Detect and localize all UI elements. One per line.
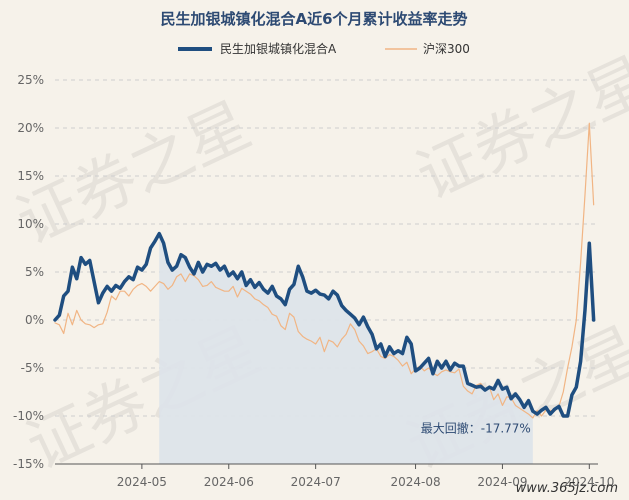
y-tick-label: -15% [13, 457, 44, 471]
legend: 民生加银城镇化混合A 沪深300 [178, 41, 470, 56]
x-tick-label: 2024-05 [117, 475, 167, 489]
y-tick-label: 20% [17, 121, 44, 135]
legend-label-index: 沪深300 [423, 42, 470, 56]
y-tick-label: -5% [21, 361, 44, 375]
x-tick-label: 2024-06 [204, 475, 254, 489]
y-tick-label: 5% [25, 265, 44, 279]
series-line-index [54, 122, 595, 419]
y-tick-label: 0% [25, 313, 44, 327]
chart-title: 民生加银城镇化混合A近6个月累计收益率走势 [160, 10, 467, 28]
x-tick-label: 2024-09 [477, 475, 527, 489]
max-drawdown-label: 最大回撤：-17.77% [421, 420, 531, 435]
site-label: www.365jz.com [516, 481, 618, 496]
max-drawdown-area [159, 233, 533, 464]
x-tick-label: 2024-08 [390, 475, 440, 489]
y-tick-label: -10% [13, 409, 44, 423]
drawdown-fill [159, 233, 533, 464]
legend-label-fund: 民生加银城镇化混合A [220, 41, 337, 56]
y-tick-label: 15% [17, 169, 44, 183]
axes: 25% 20% 15% 10% 5% 0% -5% -10% -15% 2024-05 2024-0… [13, 73, 614, 489]
y-tick-label: 25% [17, 73, 44, 87]
x-tick-label: 2024-10 [564, 475, 614, 489]
series-layer [53, 122, 596, 419]
x-tick-label: 2024-07 [291, 475, 341, 489]
series-line-fund [53, 231, 596, 418]
y-tick-label: 10% [17, 217, 44, 231]
